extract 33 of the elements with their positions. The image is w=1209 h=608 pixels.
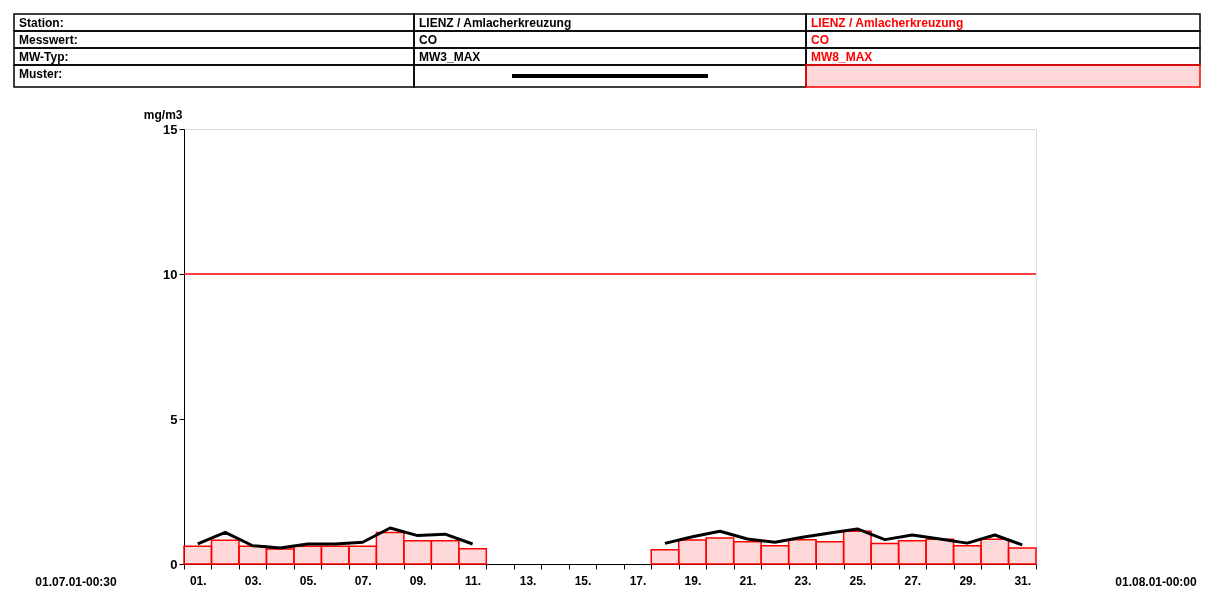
text: MW-Typ: — [19, 49, 69, 64]
text: CO — [811, 32, 829, 47]
text: LIENZ / Amlacherkreuzung — [419, 15, 572, 30]
x-tick-label: 27. — [904, 573, 922, 588]
x-tick-label: 31. — [1014, 573, 1032, 588]
y-tick-label: 5 — [170, 411, 178, 427]
x-tick-label: 07. — [354, 573, 372, 588]
text: Messwert: — [19, 32, 78, 47]
text: MW3_MAX — [419, 49, 481, 64]
text: 01.08.01-00:00 — [1115, 575, 1198, 589]
x-tick-label: 13. — [519, 573, 537, 588]
text: Station: — [19, 15, 64, 30]
x-tick-label: 21. — [739, 573, 757, 588]
y-axis-title: mg/m3 — [143, 107, 183, 122]
text: CO — [419, 32, 437, 47]
x-tick-label: 03. — [244, 573, 262, 588]
x-tick-label: 17. — [629, 573, 647, 588]
x-tick-label: 19. — [684, 573, 702, 588]
y-tick-label: 15 — [163, 121, 178, 137]
text: MW8_MAX — [811, 49, 873, 64]
x-tick-label: 29. — [959, 573, 977, 588]
text: 01.07.01-00:30 — [35, 575, 118, 589]
x-tick-label: 25. — [849, 573, 867, 588]
y-tick-label: 10 — [163, 266, 178, 282]
x-tick-label: 05. — [299, 573, 317, 588]
x-tick-label: 01. — [189, 573, 207, 588]
x-tick-label: 09. — [409, 573, 427, 588]
x-tick-label: 15. — [574, 573, 592, 588]
text: Muster: — [19, 66, 63, 81]
text: LIENZ / Amlacherkreuzung — [811, 15, 964, 30]
x-tick-label: 11. — [465, 573, 482, 588]
x-tick-label: 23. — [794, 573, 812, 588]
y-tick-label: 0 — [170, 556, 178, 572]
